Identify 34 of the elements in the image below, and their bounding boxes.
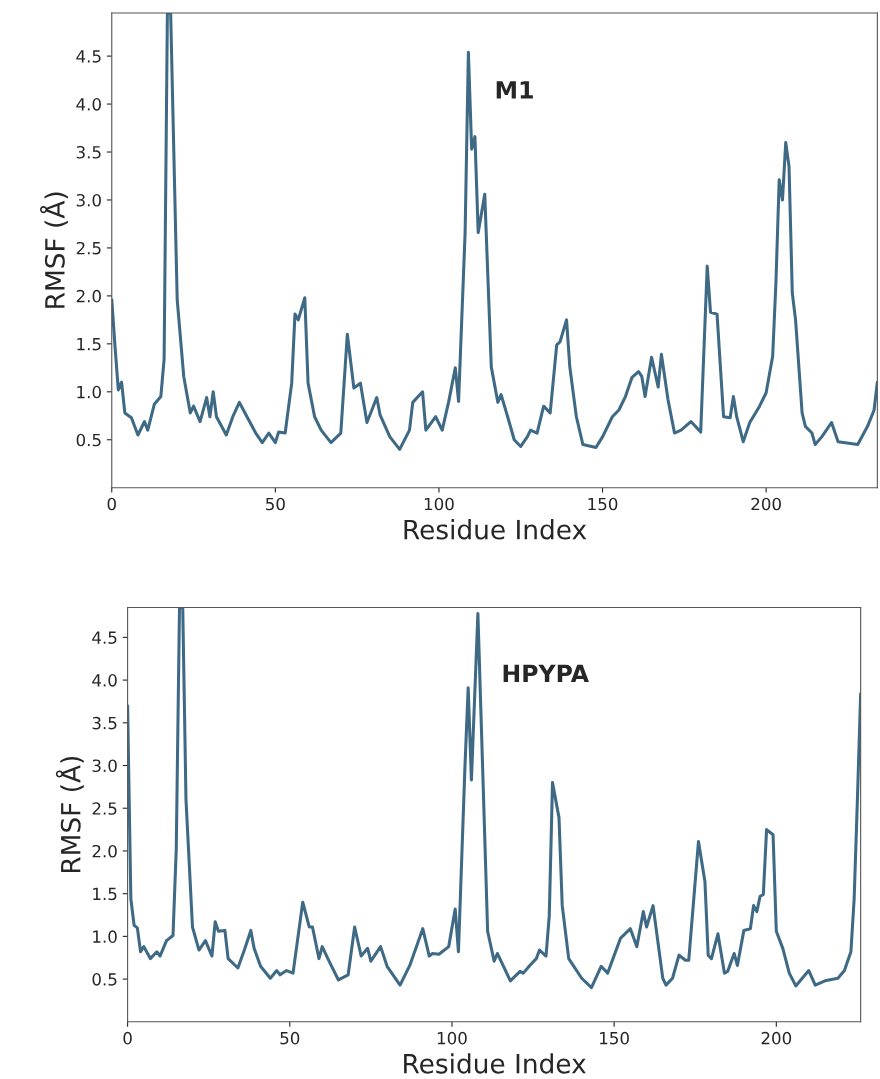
annotation: M1 [496, 81, 533, 99]
x-tick-label: 200 [761, 1031, 792, 1045]
y-tick-label: 4.5 [76, 50, 101, 63]
x-tick-label: 200 [751, 497, 781, 511]
x-tick-label: 50 [266, 497, 285, 511]
x-tick-label: 100 [424, 497, 454, 511]
x-tick-label: 150 [600, 1031, 629, 1045]
x-tick-label: 100 [437, 1031, 467, 1045]
y-axis-title: RMSF (Å) [39, 192, 68, 308]
y-tick-label: 3.5 [92, 716, 117, 730]
y-tick-label: 3.0 [92, 759, 117, 773]
x-tick-label: 50 [280, 1031, 300, 1045]
y-tick-label: 0.5 [92, 973, 117, 986]
y-tick-label: 3.0 [76, 193, 101, 207]
y-tick-label: 3.5 [76, 145, 101, 159]
y-tick-label: 2.0 [92, 844, 117, 858]
x-tick-label: 0 [107, 497, 116, 511]
y-tick-label: 1.5 [77, 338, 101, 351]
y-tick-label: 1.5 [93, 887, 117, 901]
y-tick-label: 2.0 [76, 289, 101, 303]
annotation: HPYPA [503, 664, 589, 683]
y-tick-label: 4.0 [92, 674, 117, 687]
y-tick-label: 4.5 [92, 631, 117, 644]
x-axis-title: Residue Index [404, 1053, 586, 1074]
y-axis-title: RMSF (Å) [55, 756, 84, 873]
x-axis-title: Residue Index [404, 519, 587, 540]
x-tick-label: 150 [588, 497, 618, 511]
y-tick-label: 4.0 [76, 98, 101, 111]
y-tick-label: 1.0 [93, 930, 117, 943]
x-tick-label: 0 [123, 1031, 132, 1045]
y-tick-label: 2.5 [92, 802, 117, 815]
y-tick-label: 2.5 [76, 241, 101, 255]
y-tick-label: 1.0 [77, 385, 101, 399]
y-tick-label: 0.5 [76, 433, 101, 447]
